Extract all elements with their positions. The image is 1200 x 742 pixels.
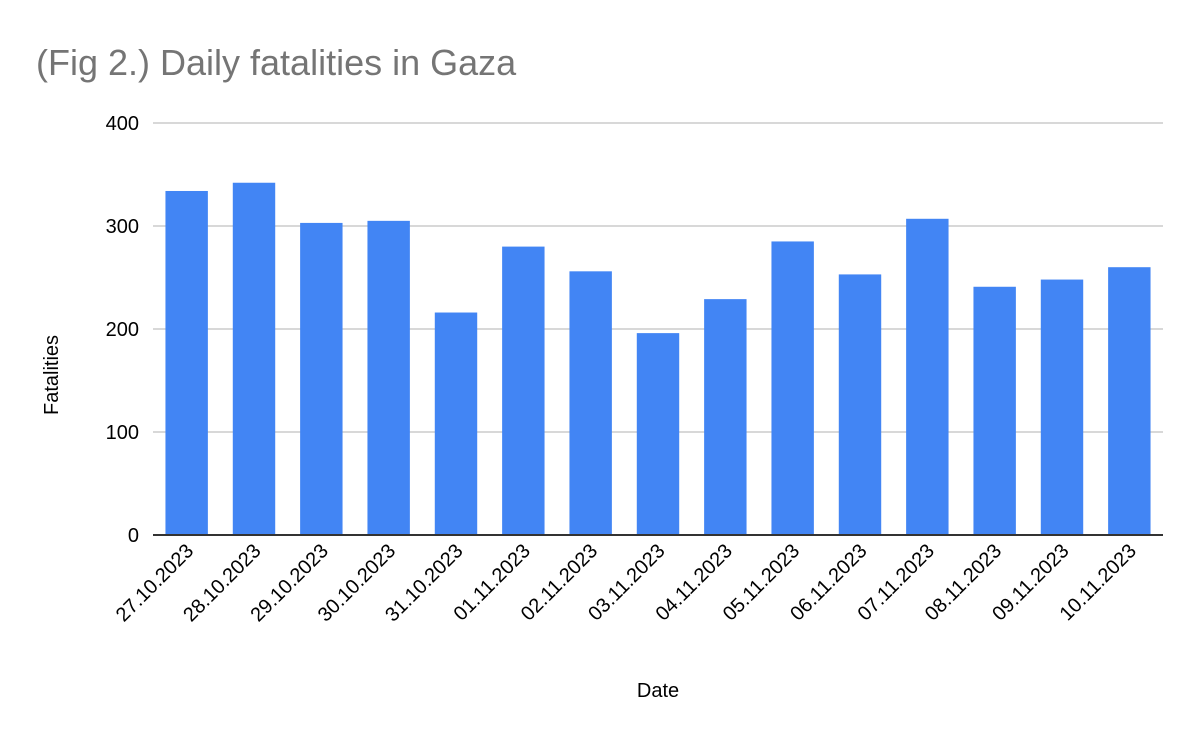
bar — [906, 218, 949, 536]
y-tick-label: 300 — [106, 216, 139, 238]
y-axis-title: Fatalities — [41, 335, 63, 415]
bar — [636, 333, 680, 535]
y-tick-label: 400 — [106, 113, 139, 135]
bar — [838, 274, 882, 535]
y-tick-label: 100 — [106, 422, 139, 444]
bar — [367, 220, 410, 535]
bar — [973, 286, 1016, 535]
bar — [1040, 279, 1084, 535]
bar — [502, 246, 545, 535]
bar — [300, 222, 343, 535]
bar — [165, 190, 208, 536]
y-tick-label: 200 — [106, 319, 139, 341]
bar — [232, 182, 276, 536]
bar — [569, 271, 612, 535]
bar — [771, 241, 814, 535]
y-tick-label: 0 — [128, 525, 139, 547]
x-axis-title: Date — [637, 680, 679, 702]
bars — [165, 182, 1151, 536]
chart-title: (Fig 2.) Daily fatalities in Gaza — [36, 42, 517, 83]
bar — [434, 312, 478, 535]
bar — [1108, 267, 1151, 535]
y-tick-labels: 0 100 200 300 400 — [106, 113, 139, 547]
x-tick-labels: 27.10.202328.10.202329.10.202330.10.2023… — [112, 540, 1141, 626]
bar — [704, 299, 747, 535]
